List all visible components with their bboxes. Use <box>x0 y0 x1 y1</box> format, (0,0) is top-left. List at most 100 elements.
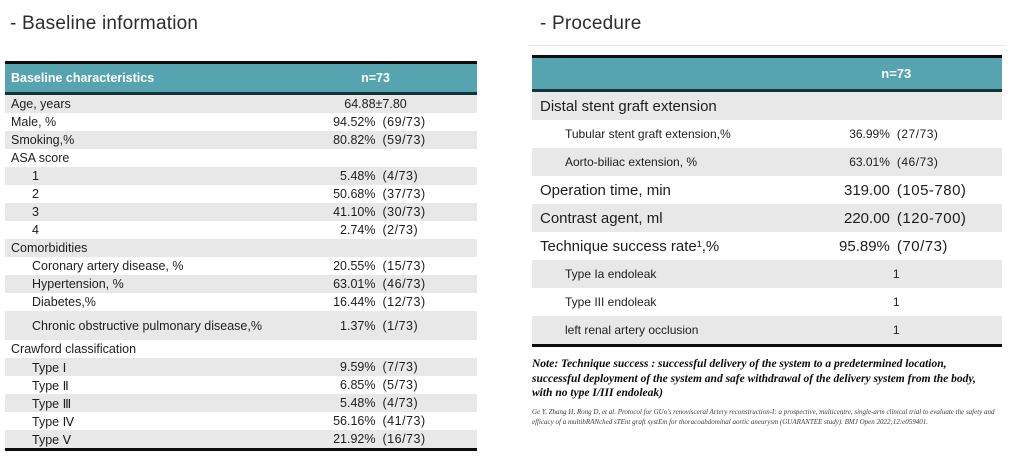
table-row: 2 50.68% (37/73) <box>5 185 477 203</box>
row-value-cell: 220.00 (120-700) <box>791 210 1003 227</box>
row-label: Aorto-biliac extension, % <box>565 155 698 169</box>
row-value: 21.92% <box>333 432 376 446</box>
row-label: Type III endoleak <box>565 295 657 309</box>
citation-text: Ge Y, Zhang H, Rong D, et al. Protocol f… <box>532 408 995 427</box>
row-label: Hypertension, % <box>32 277 124 291</box>
row-value-fraction: (5/73) <box>382 378 419 392</box>
table-row: Type Ia endoleak 1 <box>532 260 1002 288</box>
row-value: 64.88±7.80 <box>344 97 407 111</box>
table-row: Aorto-biliac extension, % 63.01% (46/73) <box>532 148 1002 176</box>
row-value-fraction: (7/73) <box>382 360 419 374</box>
table-row: Operation time, min 319.00 (105-780) <box>532 176 1002 204</box>
note-line-1: Note: Technique success : successful del… <box>532 358 947 370</box>
row-label: 2 <box>32 187 39 201</box>
table-row: 1 5.48% (4/73) <box>5 167 477 185</box>
row-label: Chronic obstructive pulmonary disease,% <box>32 318 262 333</box>
procedure-header-n: n=73 <box>881 66 912 81</box>
row-label: Coronary artery disease, % <box>32 259 184 273</box>
row-label: Type Ⅱ <box>32 378 69 393</box>
row-value: 9.59% <box>340 360 376 374</box>
table-row: Type Ⅲ 5.48% (4/73) <box>5 394 477 412</box>
table-row: Comorbidities <box>5 239 477 257</box>
table-row: Male, % 94.52% (69/73) <box>5 113 477 131</box>
row-value-fraction: (69/73) <box>382 115 426 129</box>
row-value: 94.52% <box>333 115 376 129</box>
table-row: Crawford classification <box>5 340 477 358</box>
row-value-cell: 94.52% (69/73) <box>274 115 477 129</box>
row-label: Distal stent graft extension <box>540 97 717 115</box>
row-value-cell: 1 <box>791 267 1003 281</box>
row-value-fraction: (12/73) <box>382 295 426 309</box>
procedure-table-header: n=73 <box>532 55 1002 92</box>
row-value: 50.68% <box>333 187 376 201</box>
table-row: Chronic obstructive pulmonary disease,% 1… <box>5 311 477 340</box>
row-value: 63.01% <box>849 155 890 169</box>
row-value-fraction: (4/73) <box>382 169 419 183</box>
row-value-fraction: (30/73) <box>382 205 426 219</box>
table-row: 4 2.74% (2/73) <box>5 221 477 239</box>
row-value-cell: 1 <box>791 323 1003 337</box>
table-row: Type Ⅰ 9.59% (7/73) <box>5 358 477 376</box>
row-value-cell: 6.85% (5/73) <box>274 378 477 392</box>
table-row: Type Ⅴ 21.92% (16/73) <box>5 430 477 448</box>
row-label: Age, years <box>11 97 71 111</box>
row-label: Type Ⅴ <box>32 432 72 447</box>
row-label: Type Ⅰ <box>32 360 67 375</box>
row-label: Type Ⅲ <box>32 396 72 411</box>
row-value: 16.44% <box>333 295 376 309</box>
row-value-cell: 20.55% (15/73) <box>274 259 477 273</box>
row-value-fraction: (15/73) <box>382 259 426 273</box>
table-row: Tubular stent graft extension,% 36.99% (27… <box>532 120 1002 148</box>
table-row: Type Ⅳ 56.16% (41/73) <box>5 412 477 430</box>
row-value: 20.55% <box>333 259 376 273</box>
row-value-cell: 16.44% (12/73) <box>274 295 477 309</box>
table-row: 3 41.10% (30/73) <box>5 203 477 221</box>
row-value-fraction: (4/73) <box>382 396 419 410</box>
row-value-fraction: (46/73) <box>896 155 939 169</box>
row-value-fraction: (41/73) <box>382 414 426 428</box>
row-value-cell: 63.01% (46/73) <box>791 155 1003 169</box>
row-label: 4 <box>32 223 39 237</box>
baseline-table-body: Age, years 64.88±7.80 Male, % 94.52% (69/73)… <box>5 95 477 448</box>
row-label: Crawford classification <box>11 342 137 356</box>
row-value-cell: 9.59% (7/73) <box>274 360 477 374</box>
row-value-fraction: (16/73) <box>382 432 426 446</box>
table-row: Contrast agent, ml 220.00 (120-700) <box>532 204 1002 232</box>
row-label: Operation time, min <box>540 181 671 199</box>
row-value-fraction: (37/73) <box>382 187 426 201</box>
row-value: 41.10% <box>333 205 376 219</box>
row-value: 5.48% <box>340 396 376 410</box>
table-row: Distal stent graft extension <box>532 92 1002 120</box>
row-value: 63.01% <box>333 277 376 291</box>
row-value-cell: 21.92% (16/73) <box>274 432 477 446</box>
row-value-cell: 2.74% (2/73) <box>274 223 477 237</box>
row-value: 6.85% <box>340 378 376 392</box>
table-row: left renal artery occlusion 1 <box>532 316 1002 344</box>
note-line-2: successful deployment of the system and … <box>532 372 976 385</box>
baseline-header-label: Baseline characteristics <box>11 71 155 85</box>
row-value: 319.00 <box>844 181 890 199</box>
row-value-cell: 80.82% (59/73) <box>274 133 477 147</box>
note-line-3: with no type I/III endoleak) <box>532 387 663 400</box>
row-value-cell: 1.37% (1/73) <box>274 319 477 333</box>
table-row: Type Ⅱ 6.85% (5/73) <box>5 376 477 394</box>
row-value-cell: 50.68% (37/73) <box>274 187 477 201</box>
procedure-table-body: Distal stent graft extension Tubular sten… <box>532 92 1002 344</box>
row-value: 36.99% <box>849 127 890 141</box>
table-row: Technique success rate¹,% 95.89% (70/73) <box>532 232 1002 260</box>
row-label: Comorbidities <box>11 241 88 255</box>
row-label: 1 <box>32 169 39 183</box>
row-value: 1 <box>892 267 900 281</box>
row-value-fraction: (59/73) <box>382 133 426 147</box>
row-value-fraction: (46/73) <box>382 277 426 291</box>
table-row: Coronary artery disease, % 20.55% (15/73) <box>5 257 477 275</box>
table-row: Smoking,% 80.82% (59/73) <box>5 131 477 149</box>
row-value: 1 <box>892 295 900 309</box>
row-label: Diabetes,% <box>32 295 96 309</box>
row-value-fraction: (120-700) <box>896 209 967 227</box>
baseline-table-header: Baseline characteristics n=73 <box>5 61 477 95</box>
row-value-cell: 64.88±7.80 <box>274 97 477 111</box>
procedure-section-title: - Procedure <box>540 13 642 34</box>
row-label: Type Ia endoleak <box>565 267 657 281</box>
